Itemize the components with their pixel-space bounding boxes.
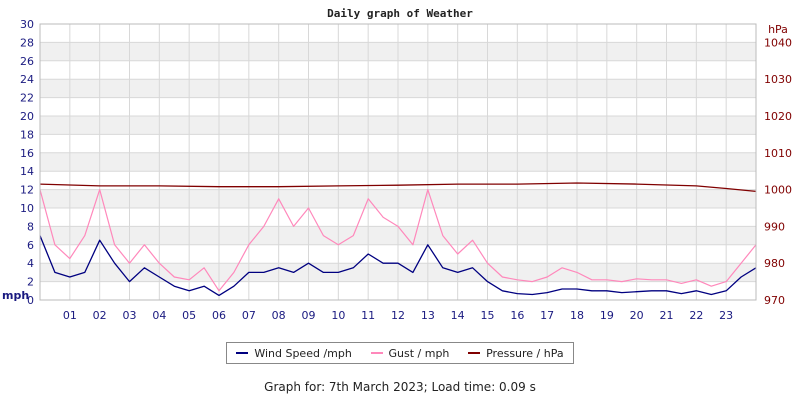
wind-speed-line [39, 235, 757, 297]
left-tick-label: 6 [27, 239, 34, 252]
x-tick-label: 14 [451, 309, 465, 322]
x-tick-label: 23 [719, 309, 733, 322]
x-tick-label: 16 [510, 309, 524, 322]
legend-label-wind: Wind Speed /mph [254, 346, 352, 360]
chart-title: Daily graph of Weather [327, 7, 473, 20]
series-layer [39, 182, 757, 297]
legend-item-gust: Gust / mph [370, 346, 450, 360]
left-tick-label: 0 [27, 294, 34, 307]
x-tick-label: 12 [391, 309, 405, 322]
left-tick-label: 30 [20, 18, 34, 31]
gust-swatch [370, 352, 383, 354]
left-tick-label: 10 [20, 202, 34, 215]
right-tick-label: 1000 [764, 184, 792, 197]
x-tick-label: 01 [63, 309, 77, 322]
left-tick-label: 22 [20, 92, 34, 105]
legend-item-wind: Wind Speed /mph [236, 347, 352, 360]
right-tick-label: 980 [764, 257, 785, 270]
axes-layer: 0246810121416182022242628309709809901000… [20, 18, 792, 322]
x-tick-label: 04 [152, 309, 166, 322]
x-tick-label: 22 [689, 309, 703, 322]
x-tick-label: 17 [540, 309, 554, 322]
x-tick-label: 07 [242, 309, 256, 322]
x-tick-label: 02 [93, 309, 107, 322]
x-tick-label: 05 [182, 309, 196, 322]
left-tick-label: 12 [20, 184, 34, 197]
graph-footer: Graph for: 7th March 2023; Load time: 0.… [264, 380, 536, 394]
x-tick-label: 06 [212, 309, 226, 322]
gust-line [39, 189, 757, 292]
right-axis-unit: hPa [768, 23, 788, 36]
right-tick-label: 1030 [764, 73, 792, 86]
x-tick-label: 18 [570, 309, 584, 322]
left-axis-unit: mph [2, 289, 29, 302]
left-tick-label: 14 [20, 165, 34, 178]
left-tick-label: 26 [20, 55, 34, 68]
legend-label-pressure: Pressure / hPa [486, 346, 564, 360]
left-tick-label: 24 [20, 73, 34, 86]
x-tick-label: 11 [361, 309, 375, 322]
left-tick-label: 16 [20, 147, 34, 160]
left-tick-label: 8 [27, 220, 34, 233]
right-tick-label: 1020 [764, 110, 792, 123]
x-tick-label: 19 [600, 309, 614, 322]
x-tick-label: 21 [660, 309, 674, 322]
x-tick-label: 20 [630, 309, 644, 322]
x-tick-label: 03 [123, 309, 137, 322]
plot-frame [39, 23, 757, 301]
x-tick-label: 10 [331, 309, 345, 322]
x-tick-label: 09 [302, 309, 316, 322]
pressure-swatch [468, 352, 481, 354]
right-tick-label: 1040 [764, 36, 792, 49]
pressure-line [39, 182, 757, 193]
left-tick-label: 4 [27, 257, 34, 270]
right-tick-label: 970 [764, 294, 785, 307]
left-tick-label: 20 [20, 110, 34, 123]
x-tick-label: 15 [481, 309, 495, 322]
legend-label-gust: Gust / mph [388, 346, 450, 360]
right-tick-label: 990 [764, 220, 785, 233]
x-tick-label: 08 [272, 309, 286, 322]
left-tick-label: 18 [20, 128, 34, 141]
left-tick-label: 2 [27, 276, 34, 289]
right-tick-label: 1010 [764, 147, 792, 160]
chart-legend: Wind Speed /mph Gust / mph Pressure / hP… [226, 342, 574, 364]
legend-item-pressure: Pressure / hPa [468, 347, 564, 360]
left-tick-label: 28 [20, 36, 34, 49]
x-tick-label: 13 [421, 309, 435, 322]
wind-swatch [236, 352, 249, 354]
